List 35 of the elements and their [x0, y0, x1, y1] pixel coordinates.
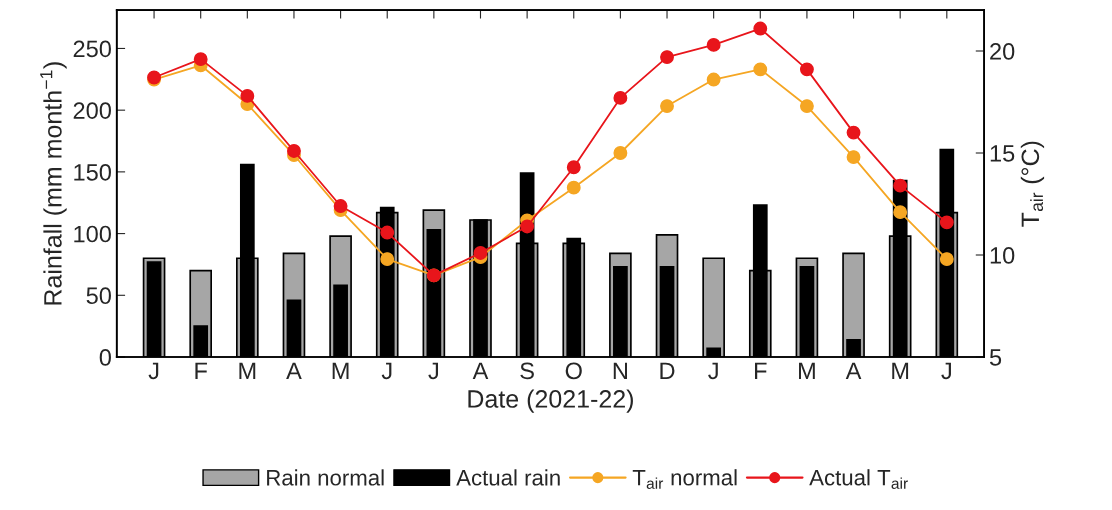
x-tick-label: F: [755, 362, 767, 379]
x-tick-label: A: [845, 362, 862, 379]
y2-tick-label: 5: [989, 349, 1002, 366]
y2-axis-title: T$_{air}$ (°C): [1020, 141, 1045, 227]
legend-label: Actual T$_{air}$: [809, 469, 908, 489]
x-tick-label: N: [613, 362, 627, 379]
y-tick-label: 50: [86, 287, 111, 305]
x-tick-label: J: [381, 362, 392, 380]
x-tick-label: M: [332, 362, 349, 379]
y2-tick-label: 15: [990, 145, 1015, 162]
y-axis-title: Rainfall (mm month$^{−1}$): [40, 62, 67, 305]
x-tick-label: O: [565, 362, 582, 380]
x-tick-label: F: [195, 362, 207, 379]
legend-label: Actual rain: [456, 469, 560, 486]
x-axis-title: Date (2021-22): [468, 389, 633, 413]
x-tick-label: A: [286, 362, 302, 379]
x-tick-label: J: [148, 362, 159, 380]
x-tick-label: M: [799, 362, 815, 379]
legend-label: T$_{air}$ normal: [632, 469, 737, 489]
x-tick-label: D: [660, 362, 675, 379]
y-tick-label: 0: [99, 349, 111, 366]
x-tick-label: A: [472, 362, 489, 379]
x-tick-label: M: [239, 362, 256, 379]
y-tick-label: 200: [73, 102, 111, 119]
legend-label: Rain normal: [267, 469, 384, 486]
x-tick-label: M: [892, 362, 909, 379]
x-tick-label: J: [941, 362, 951, 380]
y2-tick-label: 20: [990, 43, 1015, 60]
y-tick-label: 100: [74, 225, 111, 243]
x-tick-label: J: [428, 362, 439, 380]
x-tick-label: S: [520, 362, 534, 380]
y2-tick-label: 10: [990, 247, 1015, 264]
y-tick-label: 150: [74, 163, 111, 181]
x-tick-label: J: [708, 362, 718, 380]
y-tick-label: 250: [73, 40, 111, 58]
